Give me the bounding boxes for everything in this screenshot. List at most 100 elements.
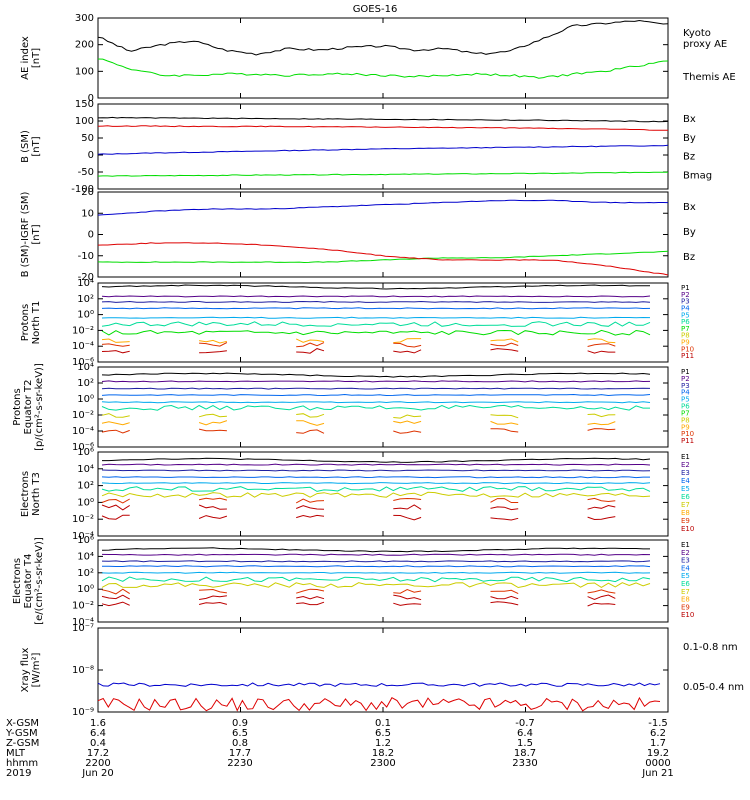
y-tick-label: 0 xyxy=(88,150,94,161)
legend-entry: Themis AE xyxy=(682,72,736,83)
footer-cell: 2200 xyxy=(85,758,110,769)
series-segment xyxy=(587,504,616,510)
y-tick-label: 150 xyxy=(75,99,94,110)
y-tick-label: 10⁴ xyxy=(77,464,94,475)
y-axis-label-line: [nT] xyxy=(31,136,42,156)
channel-label: E8 xyxy=(681,509,690,517)
y-axis-label-line: B (SM)-IGRF (SM) xyxy=(20,192,31,278)
y-tick-label: 10⁻⁴ xyxy=(72,426,94,437)
series-segment xyxy=(296,601,325,606)
legend-entry: By xyxy=(683,227,696,238)
channel-label: E6 xyxy=(681,493,690,501)
series-segment xyxy=(101,601,130,607)
y-axis-label-line: [nT] xyxy=(31,48,42,68)
footer-cell: 0.8 xyxy=(232,738,248,749)
channel-label: P5 xyxy=(681,311,690,319)
series-line xyxy=(101,576,651,583)
channel-label: P10 xyxy=(681,430,694,438)
channel-label: P5 xyxy=(681,396,690,404)
channel-label: P10 xyxy=(681,345,694,353)
channel-label: E7 xyxy=(681,588,690,596)
y-tick-label: 10⁻⁷ xyxy=(72,623,94,634)
footer-cell: 1.6 xyxy=(90,718,106,729)
series-segment xyxy=(296,342,325,348)
series-segment xyxy=(296,505,325,510)
series-segment xyxy=(199,588,227,594)
series-segment xyxy=(101,350,130,354)
series-line xyxy=(97,696,661,712)
channel-label: E10 xyxy=(681,611,694,619)
series-line xyxy=(101,547,650,553)
footer-cell: 18.7 xyxy=(514,748,536,759)
y-tick-label: 10⁴ xyxy=(77,362,94,373)
series-segment xyxy=(490,506,519,511)
channel-label: E3 xyxy=(681,469,690,477)
legend-entry: Bx xyxy=(683,202,696,213)
y-tick-label: 10⁶ xyxy=(77,447,94,458)
channel-label: E10 xyxy=(681,525,694,533)
footer-cell: 17.2 xyxy=(87,748,109,759)
y-axis-label-line: Xray flux xyxy=(20,648,31,693)
y-axis-label-line: North T3 xyxy=(31,472,42,516)
channel-label: E9 xyxy=(681,603,690,611)
channel-label: E5 xyxy=(681,485,690,493)
series-segment xyxy=(296,429,325,434)
y-tick-label: 0 xyxy=(88,230,94,241)
y-axis-label: Electrons North T3 xyxy=(20,471,42,517)
footer-cell: 2330 xyxy=(512,758,537,769)
legend-entry: proxy AE xyxy=(683,39,727,50)
channel-label: P2 xyxy=(681,375,690,383)
plot-title: GOES-16 xyxy=(353,4,398,15)
series-segment xyxy=(490,589,519,595)
panel-frame xyxy=(97,627,669,713)
series-segment xyxy=(587,497,616,503)
legend-entry: By xyxy=(683,133,696,144)
series-segment xyxy=(587,338,616,344)
y-axis-label: B (SM) [nT] xyxy=(20,130,42,163)
channel-label: P1 xyxy=(681,368,690,376)
series-segment xyxy=(198,420,228,426)
y-axis-label-line: AE index xyxy=(20,36,31,80)
series-segment xyxy=(393,504,422,510)
footer-cell: 2300 xyxy=(370,758,395,769)
channel-label: P3 xyxy=(681,298,690,306)
series-segment xyxy=(490,338,519,343)
y-tick-label: 10⁰ xyxy=(77,394,94,405)
y-axis-label-line: Electrons xyxy=(12,558,23,604)
series-segment xyxy=(587,602,616,607)
y-axis-label-line: [W/m²] xyxy=(31,652,42,687)
legend-entry: Bmag xyxy=(683,170,712,181)
series-segment xyxy=(101,588,130,595)
channel-label: P6 xyxy=(681,403,690,411)
channel-label: E7 xyxy=(681,501,690,509)
series-segment xyxy=(490,342,519,347)
series-line xyxy=(101,469,651,472)
series-segment xyxy=(490,420,519,425)
series-line xyxy=(101,491,651,498)
series-segment xyxy=(490,595,519,600)
channel-label: E4 xyxy=(681,477,690,485)
footer-cell: 18.2 xyxy=(372,748,394,759)
footer-cell: 6.4 xyxy=(90,728,106,739)
series-line xyxy=(101,329,651,336)
channel-label: E2 xyxy=(681,461,690,469)
series-segment xyxy=(393,430,422,434)
series-segment xyxy=(295,338,325,343)
series-segment xyxy=(393,594,422,601)
panel-frame xyxy=(97,282,669,363)
panel-et4: 10⁶ 10⁴ 10² 10⁰ 10⁻² 10⁻⁴ Electrons Equator T4[… xyxy=(12,535,694,628)
series-segment xyxy=(587,594,616,601)
y-tick-label: 100 xyxy=(75,66,94,77)
y-axis-label: B (SM)-IGRF (SM) [nT] xyxy=(20,192,42,278)
y-axis-label-line: B (SM) xyxy=(20,130,31,163)
y-tick-label: 10⁻² xyxy=(72,601,94,612)
y-tick-label: 10⁻⁴ xyxy=(72,341,94,352)
footer-cell: 17.7 xyxy=(229,748,251,759)
series-segment xyxy=(101,338,130,343)
series-segment xyxy=(393,602,422,606)
series-line xyxy=(97,171,668,177)
series-segment xyxy=(393,420,422,424)
footer-cell: 0.4 xyxy=(90,738,106,749)
y-axis-label-line: [p/(cm²-s-sr-keV)] xyxy=(34,363,45,451)
